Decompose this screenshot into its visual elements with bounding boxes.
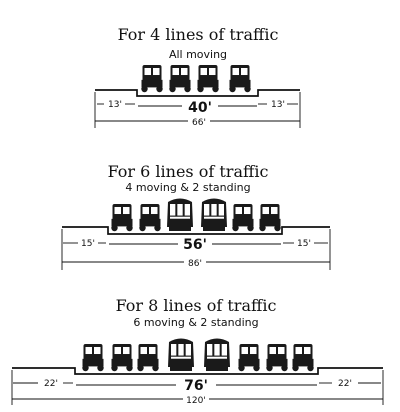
section-subtitle: 4 moving & 2 standing — [125, 181, 250, 194]
street-profile — [62, 226, 330, 235]
automobile-icon — [197, 65, 219, 93]
automobile-icon — [111, 204, 133, 232]
section-subtitle: All moving — [169, 48, 227, 61]
roadway-width: 56' — [183, 237, 207, 253]
sidewalk-right-width: 15' — [297, 239, 311, 249]
automobile-icon — [229, 65, 251, 93]
total-width: 120' — [186, 396, 206, 406]
roadway-width: 40' — [188, 100, 212, 116]
streetcar-icon — [167, 198, 193, 231]
section-title: For 4 lines of traffic — [118, 25, 279, 44]
sidewalk-right-width: 22' — [338, 379, 352, 389]
street-profile — [12, 367, 383, 375]
streetcar-icon — [204, 338, 230, 371]
sidewalk-right-width: 13' — [271, 100, 285, 110]
streetcar-icon — [168, 338, 194, 371]
automobile-icon — [259, 204, 281, 232]
automobile-icon — [141, 65, 163, 93]
section-8-lanes: For 8 lines of traffic 6 moving & 2 stan… — [11, 296, 384, 406]
vehicle-row — [111, 198, 281, 232]
vehicle-row — [82, 338, 314, 372]
automobile-icon — [169, 65, 191, 93]
automobile-icon — [137, 344, 159, 372]
roadway-width: 76' — [184, 378, 208, 394]
automobile-icon — [292, 344, 314, 372]
automobile-icon — [238, 344, 260, 372]
street-profile — [95, 89, 300, 97]
automobile-icon — [82, 344, 104, 372]
sidewalk-left-width: 13' — [108, 100, 122, 110]
section-title: For 6 lines of traffic — [108, 162, 269, 181]
automobile-icon — [139, 204, 161, 232]
vehicle-row — [141, 65, 251, 93]
streetcar-icon — [201, 198, 227, 231]
sidewalk-left-width: 22' — [44, 379, 58, 389]
section-4-lanes: For 4 lines of traffic All moving 13' 13… — [94, 25, 301, 128]
total-width: 66' — [192, 118, 206, 128]
sidewalk-left-width: 15' — [81, 239, 95, 249]
automobile-icon — [232, 204, 254, 232]
section-subtitle: 6 moving & 2 standing — [133, 316, 258, 329]
automobile-icon — [111, 344, 133, 372]
total-width: 86' — [188, 259, 202, 269]
section-6-lanes: For 6 lines of traffic 4 moving & 2 stan… — [61, 162, 331, 270]
section-title: For 8 lines of traffic — [116, 296, 277, 315]
automobile-icon — [266, 344, 288, 372]
